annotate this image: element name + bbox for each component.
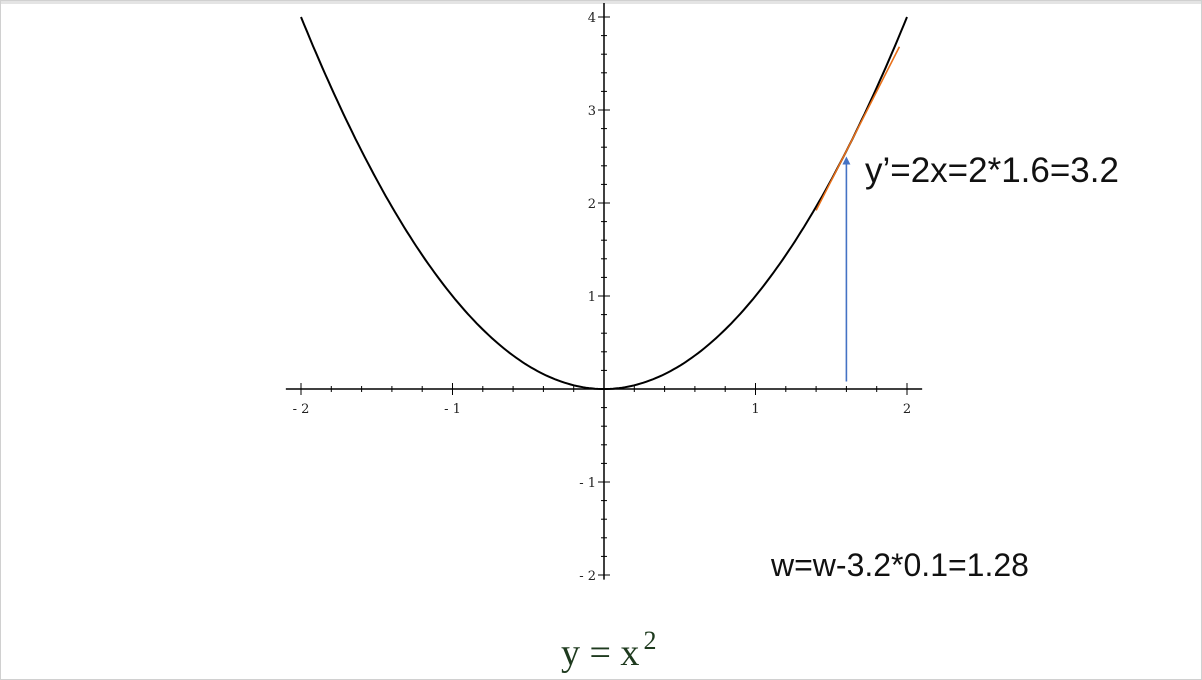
parabola-curve [300,16,908,390]
x-tick-label: 1 [751,402,759,417]
caption-base: y = x [561,632,640,674]
top-bar [1,1,1201,4]
y-tick-label: 4 [588,11,596,26]
caption-exponent: 2 [643,626,657,655]
x-tick-label: - 1 [444,402,461,417]
y-tick-label: - 2 [579,569,596,584]
y-tick-label: - 1 [579,476,596,491]
y-tick-label: 3 [588,104,596,119]
x-tick-label: 2 [903,402,911,417]
derivative-annotation: y’=2x=2*1.6=3.2 [865,151,1119,190]
tangent-line [815,46,901,211]
y-tick-label: 2 [588,197,596,212]
update-annotation: w=w-3.2*0.1=1.28 [771,547,1029,583]
arrow-head [842,156,851,165]
y-tick-label: 1 [588,290,596,305]
x-tick-label: - 2 [293,402,310,417]
